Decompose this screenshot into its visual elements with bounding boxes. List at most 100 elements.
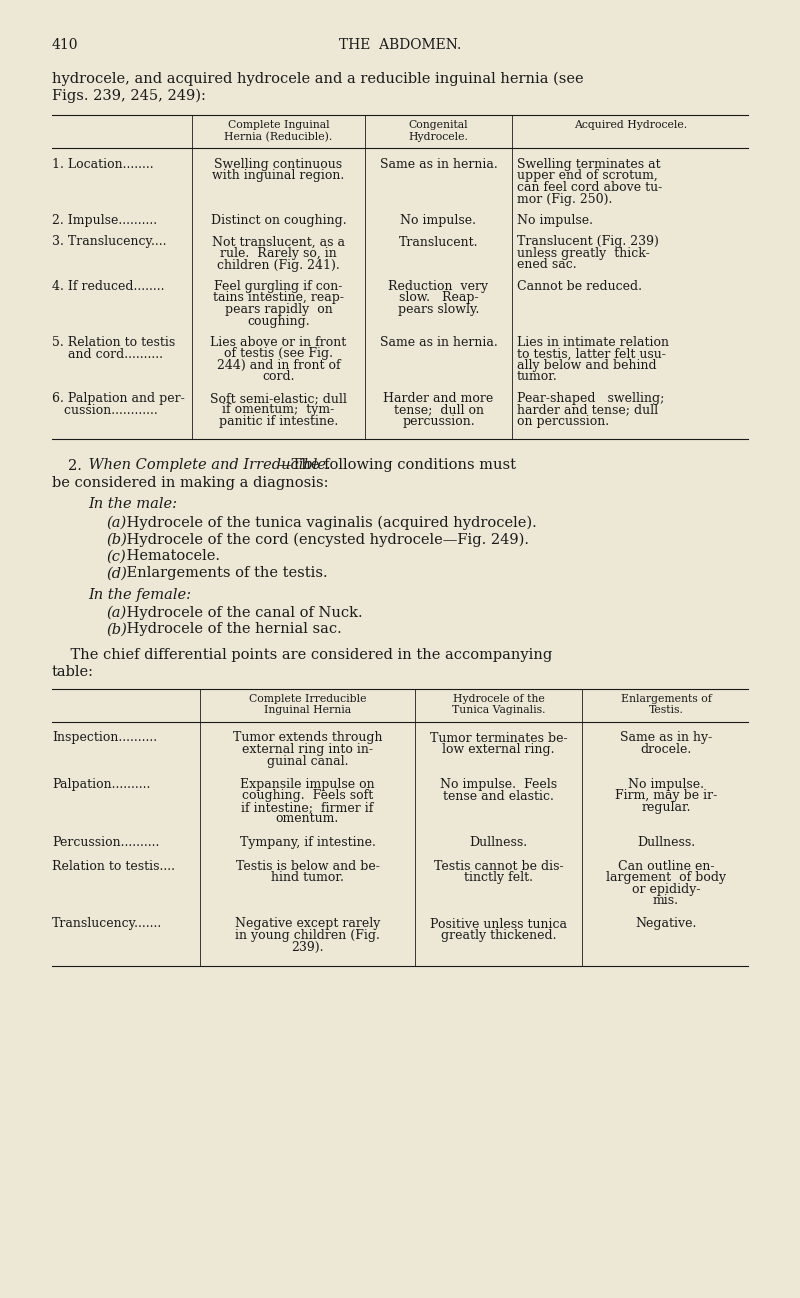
Text: Hydrocele.: Hydrocele.	[409, 131, 469, 141]
Text: table:: table:	[52, 665, 94, 679]
Text: slow.   Reap-: slow. Reap-	[398, 292, 478, 305]
Text: Tumor terminates be-: Tumor terminates be-	[430, 732, 567, 745]
Text: 3. Translucency....: 3. Translucency....	[52, 235, 166, 248]
Text: Inspection..........: Inspection..........	[52, 732, 157, 745]
Text: —The following conditions must: —The following conditions must	[277, 458, 516, 472]
Text: Pear-shaped   swelling;: Pear-shaped swelling;	[517, 392, 664, 405]
Text: coughing.: coughing.	[247, 314, 310, 327]
Text: No impulse.: No impulse.	[517, 214, 593, 227]
Text: Palpation..........: Palpation..........	[52, 778, 150, 790]
Text: Swelling terminates at: Swelling terminates at	[517, 158, 661, 171]
Text: cord.: cord.	[262, 370, 294, 383]
Text: No impulse.: No impulse.	[628, 778, 704, 790]
Text: tense and elastic.: tense and elastic.	[443, 789, 554, 802]
Text: Hydrocele of the canal of Nuck.: Hydrocele of the canal of Nuck.	[122, 605, 362, 619]
Text: Relation to testis....: Relation to testis....	[52, 859, 175, 872]
Text: Dullness.: Dullness.	[637, 836, 695, 849]
Text: children (Fig. 241).: children (Fig. 241).	[217, 258, 340, 271]
Text: regular.: regular.	[642, 801, 690, 814]
Text: Translucency.......: Translucency.......	[52, 918, 162, 931]
Text: Expansile impulse on: Expansile impulse on	[240, 778, 375, 790]
Text: Acquired Hydrocele.: Acquired Hydrocele.	[574, 119, 687, 130]
Text: drocele.: drocele.	[640, 742, 692, 755]
Text: low external ring.: low external ring.	[442, 742, 554, 755]
Text: be considered in making a diagnosis:: be considered in making a diagnosis:	[52, 475, 329, 489]
Text: Percussion..........: Percussion..........	[52, 836, 159, 849]
Text: Testis.: Testis.	[649, 705, 683, 715]
Text: Tumor extends through: Tumor extends through	[233, 732, 382, 745]
Text: guinal canal.: guinal canal.	[266, 754, 348, 767]
Text: (a): (a)	[106, 515, 126, 530]
Text: percussion.: percussion.	[402, 415, 475, 428]
Text: (a): (a)	[106, 605, 126, 619]
Text: 5. Relation to testis: 5. Relation to testis	[52, 336, 175, 349]
Text: Lies in intimate relation: Lies in intimate relation	[517, 336, 669, 349]
Text: Complete Inguinal: Complete Inguinal	[228, 119, 330, 130]
Text: 4. If reduced........: 4. If reduced........	[52, 280, 165, 293]
Text: hydrocele, and acquired hydrocele and a reducible inguinal hernia (see: hydrocele, and acquired hydrocele and a …	[52, 71, 584, 87]
Text: No impulse.: No impulse.	[401, 214, 477, 227]
Text: largement  of body: largement of body	[606, 871, 726, 884]
Text: tains intestine, reap-: tains intestine, reap-	[213, 292, 344, 305]
Text: tinctly felt.: tinctly felt.	[464, 871, 533, 884]
Text: Dullness.: Dullness.	[470, 836, 527, 849]
Text: ened sac.: ened sac.	[517, 258, 577, 271]
Text: can feel cord above tu-: can feel cord above tu-	[517, 180, 662, 193]
Text: upper end of scrotum,: upper end of scrotum,	[517, 170, 658, 183]
Text: and cord..........: and cord..........	[52, 348, 163, 361]
Text: (d): (d)	[106, 566, 127, 580]
Text: or epididy-: or epididy-	[632, 883, 700, 896]
Text: Can outline en-: Can outline en-	[618, 859, 714, 872]
Text: pears rapidly  on: pears rapidly on	[225, 302, 332, 315]
Text: external ring into in-: external ring into in-	[242, 742, 373, 755]
Text: Cannot be reduced.: Cannot be reduced.	[517, 280, 642, 293]
Text: Testis is below and be-: Testis is below and be-	[235, 859, 379, 872]
Text: if intestine;  firmer if: if intestine; firmer if	[242, 801, 374, 814]
Text: Enlargements of the testis.: Enlargements of the testis.	[122, 566, 328, 580]
Text: Same as in hy-: Same as in hy-	[620, 732, 712, 745]
Text: in young children (Fig.: in young children (Fig.	[235, 929, 380, 942]
Text: Translucent (Fig. 239): Translucent (Fig. 239)	[517, 235, 659, 248]
Text: Same as in hernia.: Same as in hernia.	[380, 336, 498, 349]
Text: Enlargements of: Enlargements of	[621, 693, 711, 704]
Text: panitic if intestine.: panitic if intestine.	[219, 415, 338, 428]
Text: Lies above or in front: Lies above or in front	[210, 336, 346, 349]
Text: 1. Location........: 1. Location........	[52, 158, 154, 171]
Text: Negative.: Negative.	[635, 918, 697, 931]
Text: on percussion.: on percussion.	[517, 415, 609, 428]
Text: 2. Impulse..........: 2. Impulse..........	[52, 214, 157, 227]
Text: 2.: 2.	[68, 458, 82, 472]
Text: (b): (b)	[106, 623, 127, 636]
Text: greatly thickened.: greatly thickened.	[441, 929, 556, 942]
Text: cussion............: cussion............	[52, 404, 158, 417]
Text: Translucent.: Translucent.	[398, 235, 478, 248]
Text: Distinct on coughing.: Distinct on coughing.	[210, 214, 346, 227]
Text: 6. Palpation and per-: 6. Palpation and per-	[52, 392, 185, 405]
Text: Hydrocele of the: Hydrocele of the	[453, 693, 544, 704]
Text: Harder and more: Harder and more	[383, 392, 494, 405]
Text: ally below and behind: ally below and behind	[517, 360, 657, 373]
Text: harder and tense; dull: harder and tense; dull	[517, 404, 658, 417]
Text: (b): (b)	[106, 532, 127, 546]
Text: Complete Irreducible: Complete Irreducible	[249, 693, 366, 704]
Text: Tunica Vaginalis.: Tunica Vaginalis.	[452, 705, 546, 715]
Text: Firm, may be ir-: Firm, may be ir-	[615, 789, 717, 802]
Text: Hydrocele of the cord (encysted hydrocele—Fig. 249).: Hydrocele of the cord (encysted hydrocel…	[122, 532, 529, 546]
Text: (c): (c)	[106, 549, 126, 563]
Text: tumor.: tumor.	[517, 370, 558, 383]
Text: Tympany, if intestine.: Tympany, if intestine.	[239, 836, 375, 849]
Text: omentum.: omentum.	[276, 813, 339, 826]
Text: 410: 410	[52, 38, 78, 52]
Text: Reduction  very: Reduction very	[389, 280, 489, 293]
Text: When Complete and Irreducible.: When Complete and Irreducible.	[84, 458, 330, 472]
Text: Negative except rarely: Negative except rarely	[235, 918, 380, 931]
Text: Hematocele.: Hematocele.	[122, 549, 220, 563]
Text: mis.: mis.	[653, 894, 679, 907]
Text: In the male:: In the male:	[88, 497, 177, 511]
Text: hind tumor.: hind tumor.	[271, 871, 344, 884]
Text: No impulse.  Feels: No impulse. Feels	[440, 778, 557, 790]
Text: if omentum;  tym-: if omentum; tym-	[222, 404, 334, 417]
Text: Hernia (Reducible).: Hernia (Reducible).	[224, 131, 333, 141]
Text: Testis cannot be dis-: Testis cannot be dis-	[434, 859, 563, 872]
Text: 239).: 239).	[291, 941, 324, 954]
